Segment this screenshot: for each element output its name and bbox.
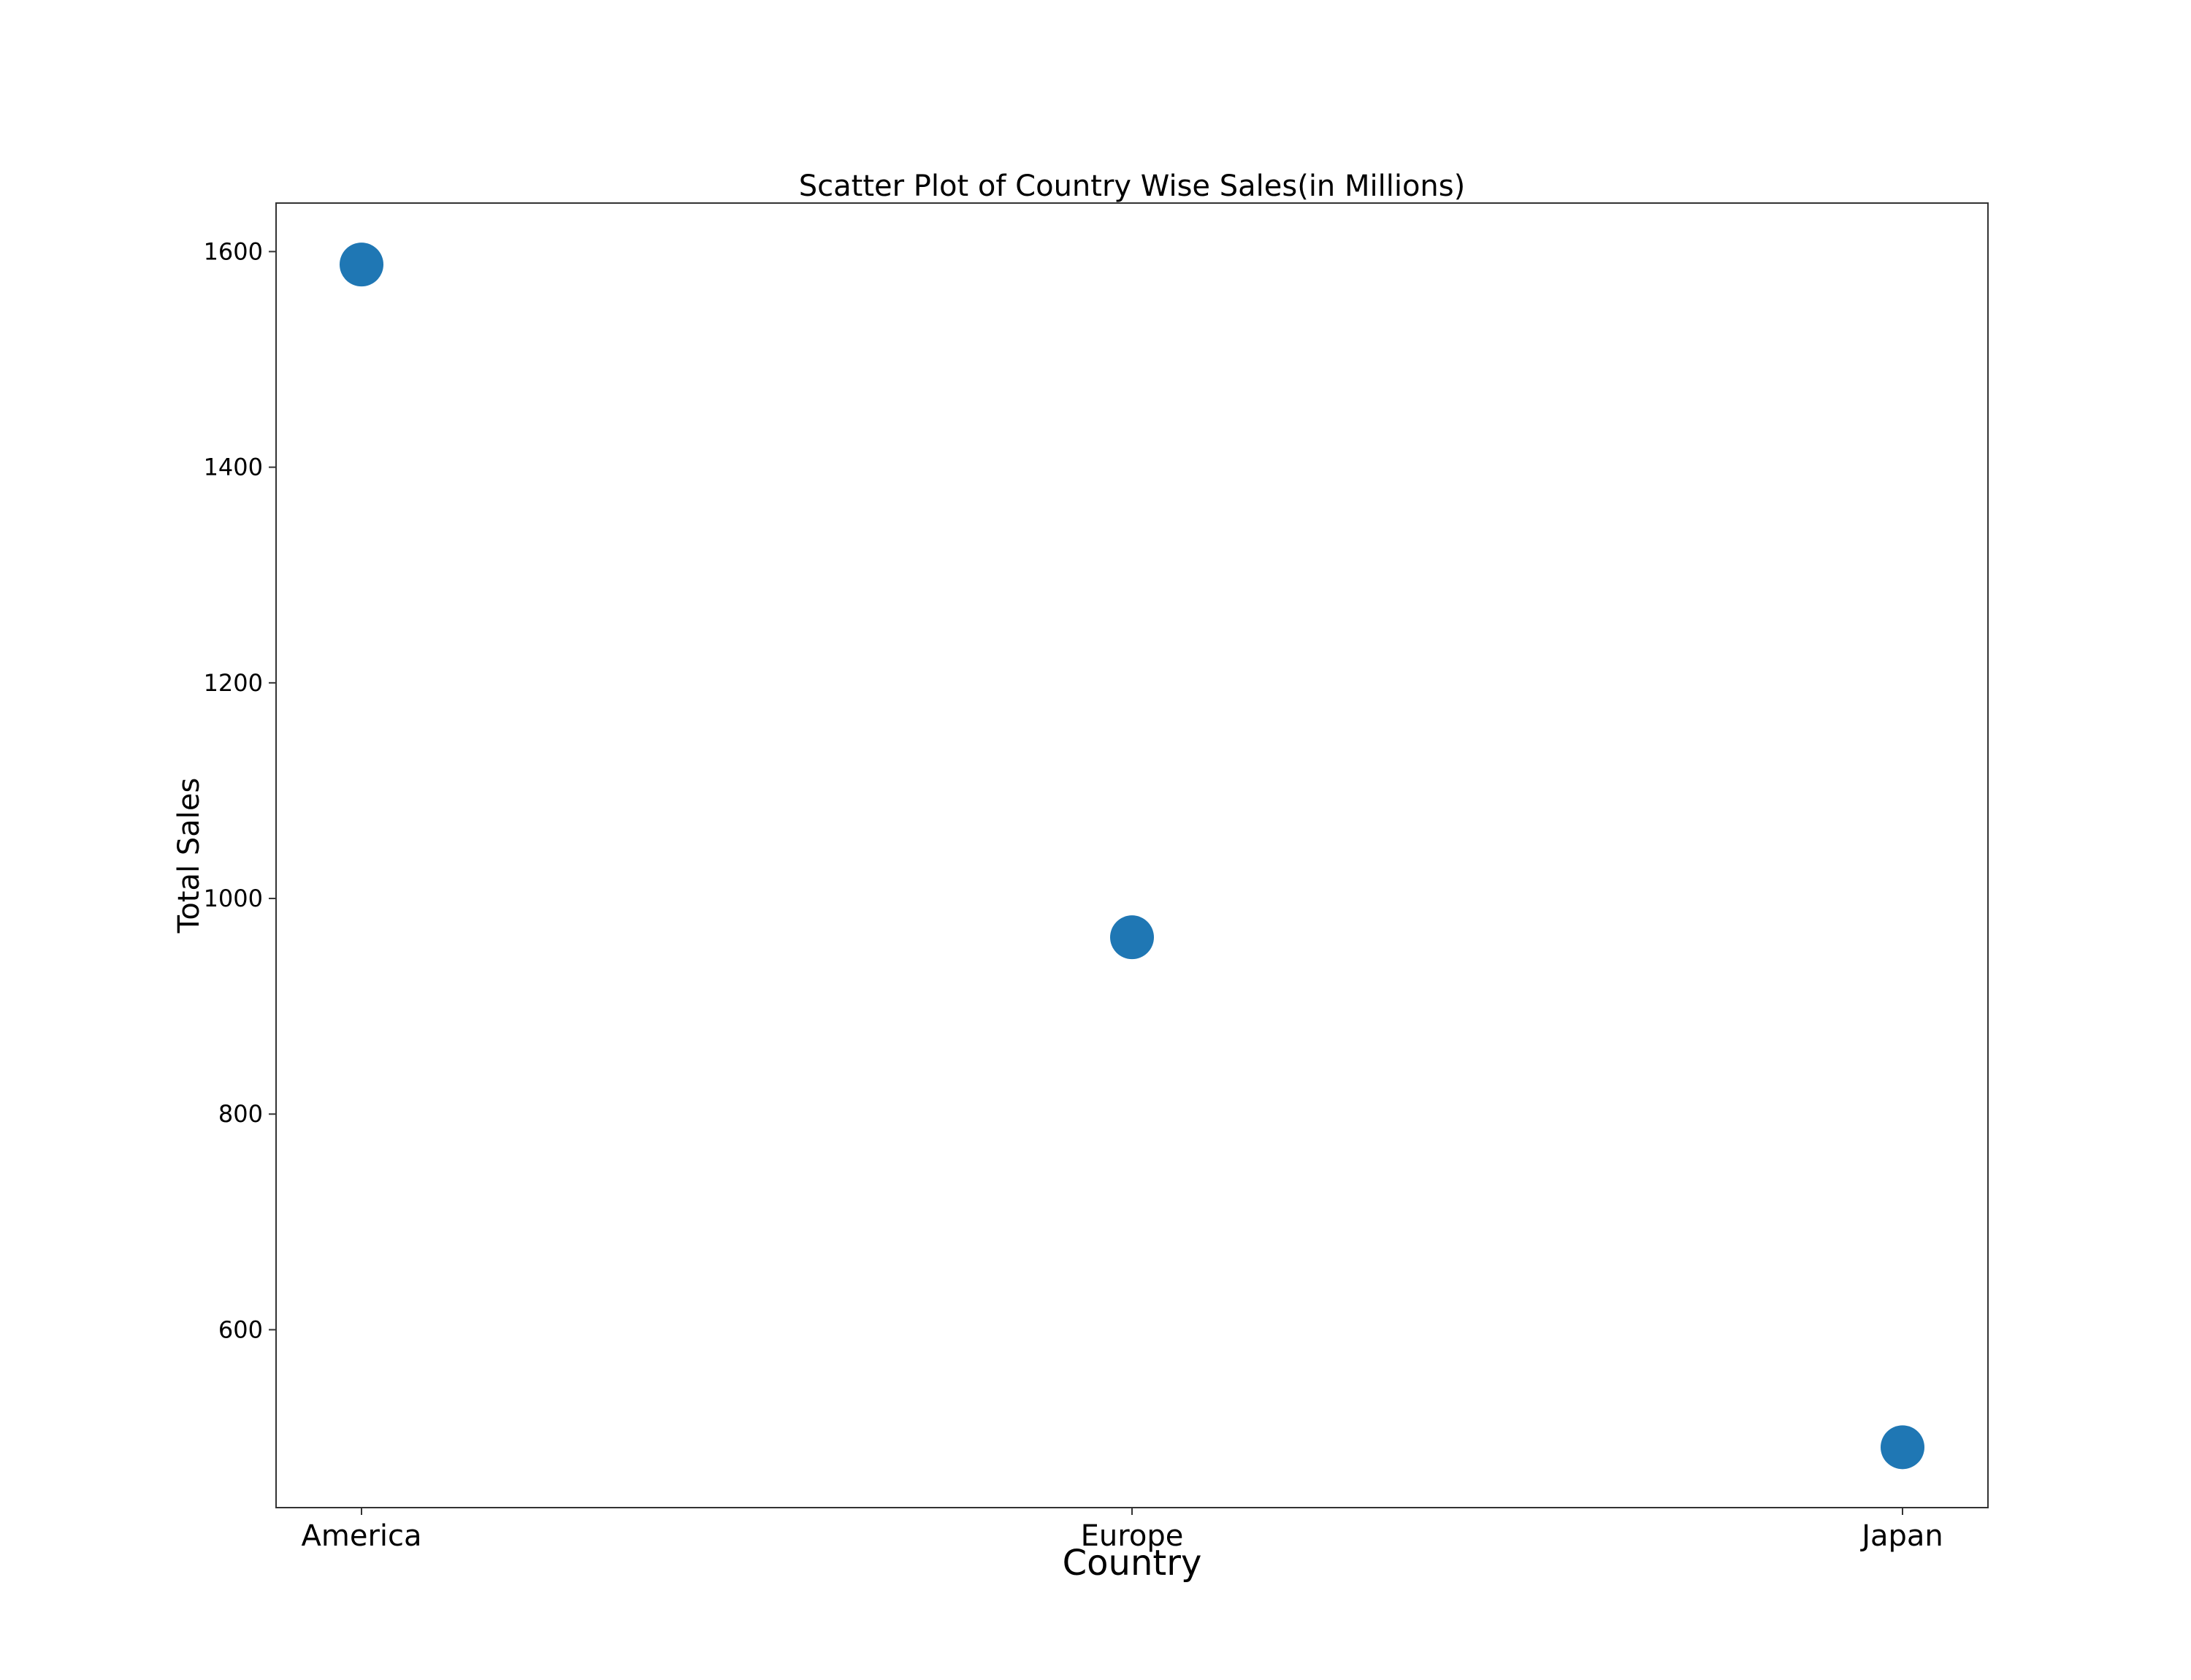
data-points bbox=[340, 243, 1924, 1470]
x-tick-label: Japan bbox=[1859, 1519, 1943, 1553]
x-axis-label: Country bbox=[1063, 1543, 1202, 1584]
y-tick-label: 1400 bbox=[204, 454, 263, 481]
y-tick-label: 1600 bbox=[204, 237, 263, 265]
scatter-point bbox=[340, 243, 383, 287]
scatter-point bbox=[1881, 1425, 1924, 1470]
y-tick-label: 1000 bbox=[204, 885, 263, 912]
x-tick-label: Europe bbox=[1081, 1519, 1184, 1553]
x-axis: America Europe Japan bbox=[302, 1508, 1943, 1553]
plot-frame bbox=[275, 202, 1989, 1508]
y-tick-label: 800 bbox=[218, 1100, 263, 1128]
x-tick-label: America bbox=[302, 1519, 422, 1553]
chart-title: Scatter Plot of Country Wise Sales(in Mi… bbox=[799, 169, 1465, 203]
y-axis-label: Total Sales bbox=[172, 778, 206, 934]
y-axis: 600 800 1000 1200 1400 1600 bbox=[204, 237, 276, 1343]
y-tick-label: 600 bbox=[218, 1316, 263, 1343]
scatter-point bbox=[1110, 915, 1154, 960]
y-tick-label: 1200 bbox=[204, 669, 263, 697]
